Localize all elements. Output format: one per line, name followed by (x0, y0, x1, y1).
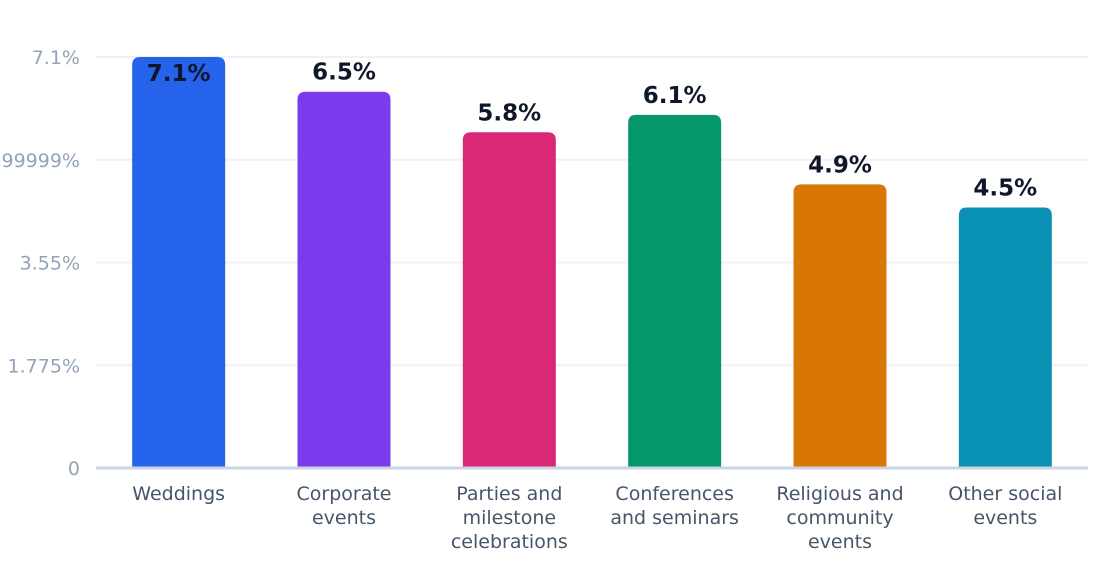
y-tick-label: 3.55% (20, 253, 80, 275)
x-tick-label: Religious and community events (776, 483, 903, 553)
bar-parties-and-milestone-celebrations (462, 132, 556, 468)
x-tick-label-line: Parties and (456, 483, 562, 505)
y-tick-label: 0 (68, 458, 80, 480)
bar-weddings (132, 57, 226, 468)
data-label: 4.5% (973, 176, 1037, 202)
bar-religious-and-community-events (793, 184, 887, 468)
y-tick-label: 7.1% (32, 47, 80, 69)
y-axis: 0 1.775% 3.55% 5.3249999999% 7.1% (0, 47, 80, 480)
bar-other-social-events (958, 207, 1052, 468)
x-tick-label-line: Other social (948, 483, 1062, 505)
x-tick-label: Parties and milestone celebrations (451, 483, 568, 553)
data-label: 5.8% (477, 100, 541, 126)
x-tick-label-line: Weddings (132, 483, 225, 505)
x-tick-label: Weddings (132, 483, 225, 505)
grid-lines (96, 56, 1088, 367)
bar-conferences-and-seminars (628, 114, 722, 468)
x-tick-label: Other social events (948, 483, 1062, 529)
y-tick-label: 1.775% (8, 355, 80, 377)
y-tick-label: 5.3249999999% (0, 150, 80, 172)
x-tick-label: Conferences and seminars (610, 483, 739, 529)
x-tick-label-line: events (973, 507, 1037, 529)
x-tick-label-line: and seminars (610, 507, 739, 529)
bars (132, 57, 1052, 468)
x-tick-label-line: events (312, 507, 376, 529)
x-tick-label-line: milestone (463, 507, 556, 529)
x-tick-label-line: Conferences (615, 483, 733, 505)
data-label: 6.1% (643, 83, 707, 109)
x-tick-label: Corporate events (297, 483, 392, 529)
data-label: 7.1% (147, 61, 211, 87)
x-tick-label-line: community (786, 507, 893, 529)
x-tick-label-line: events (808, 531, 872, 553)
bar-corporate-events (297, 91, 391, 468)
data-label: 6.5% (312, 60, 376, 86)
data-labels: 7.1% 6.5% 5.8% 6.1% 4.9% 4.5% (147, 60, 1037, 202)
x-tick-label-line: celebrations (451, 531, 568, 553)
data-label: 4.9% (808, 152, 872, 178)
x-tick-label-line: Religious and (776, 483, 903, 505)
x-tick-label-line: Corporate (297, 483, 392, 505)
